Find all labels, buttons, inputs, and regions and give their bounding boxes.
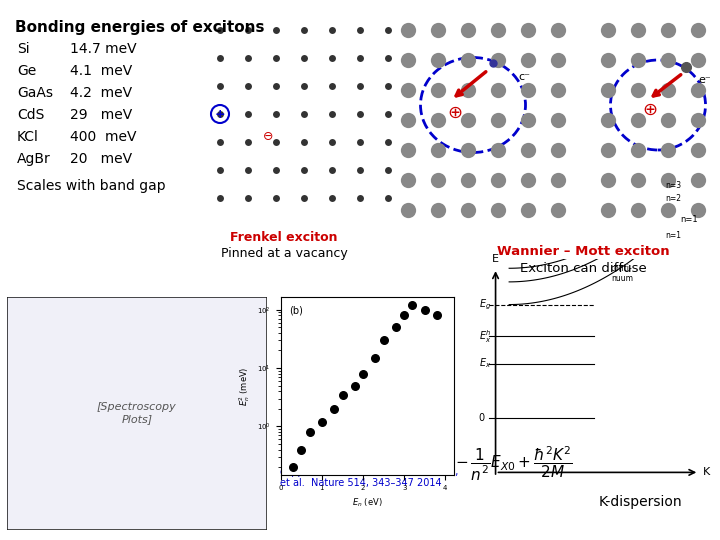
Text: Si: Si <box>17 42 30 56</box>
Point <box>390 323 402 332</box>
Text: From: From <box>280 455 307 465</box>
Text: n=1: n=1 <box>665 231 681 240</box>
Text: Wannier – Mott exciton: Wannier – Mott exciton <box>497 245 670 258</box>
Text: Pinned at a vacancy: Pinned at a vacancy <box>220 247 347 260</box>
Text: Bonding energies of excitons: Bonding energies of excitons <box>15 20 264 35</box>
Text: $E_x^h$: $E_x^h$ <box>479 328 491 345</box>
Text: K: K <box>703 468 710 477</box>
Text: ⊕: ⊕ <box>642 101 657 119</box>
Point <box>304 428 315 436</box>
Text: conti-
nuum: conti- nuum <box>611 264 633 283</box>
Text: $E = E_g - \dfrac{1}{n^2}E_{X0} + \dfrac{\hbar^2 K^2}{2M}$: $E = E_g - \dfrac{1}{n^2}E_{X0} + \dfrac… <box>407 445 573 483</box>
Text: n=1: n=1 <box>680 215 698 224</box>
Text: +: + <box>215 107 225 120</box>
Text: n=2: n=2 <box>665 194 681 204</box>
Point <box>287 463 299 471</box>
Text: $E_x$: $E_x$ <box>479 356 491 370</box>
Point <box>407 301 418 309</box>
Text: K-dispersion: K-dispersion <box>598 495 682 509</box>
Point <box>328 404 340 413</box>
Text: GaAs: GaAs <box>17 86 53 100</box>
Point <box>357 369 369 378</box>
Text: 29   meV: 29 meV <box>70 108 132 122</box>
Text: 4.2  meV: 4.2 meV <box>70 86 132 100</box>
Text: 400  meV: 400 meV <box>70 130 137 144</box>
Text: From Giant Rydberg excitons in the
copper oxide Cu₂O , T. Kazimierczuk,
et al.  : From Giant Rydberg excitons in the coppe… <box>280 455 459 488</box>
Text: Frenkel exciton: Frenkel exciton <box>230 231 338 244</box>
Text: KCl: KCl <box>17 130 39 144</box>
Point <box>349 381 361 390</box>
Point <box>316 417 328 426</box>
Point <box>419 306 431 314</box>
Text: Exciton can diffuse: Exciton can diffuse <box>520 262 647 275</box>
Point <box>296 445 307 454</box>
Point <box>369 354 381 362</box>
Point <box>337 390 348 399</box>
Text: n=3: n=3 <box>665 181 681 190</box>
Point <box>431 311 443 320</box>
Y-axis label: $E_n^2$ (meV): $E_n^2$ (meV) <box>237 366 252 406</box>
Text: ⊖: ⊖ <box>263 131 274 144</box>
Text: ⊕: ⊕ <box>447 104 462 122</box>
Point <box>378 336 390 345</box>
Text: e⁻: e⁻ <box>698 75 711 85</box>
Text: [Spectroscopy
Plots]: [Spectroscopy Plots] <box>97 402 176 424</box>
Text: CdS: CdS <box>17 108 45 122</box>
Text: 4.1  meV: 4.1 meV <box>70 64 132 78</box>
Text: 20   meV: 20 meV <box>70 152 132 166</box>
Text: E: E <box>492 254 499 264</box>
Text: Ge: Ge <box>17 64 36 78</box>
Text: Scales with band gap: Scales with band gap <box>17 179 166 193</box>
Text: $E_g$: $E_g$ <box>479 298 491 312</box>
Text: (b): (b) <box>289 306 303 316</box>
X-axis label: $E_n$ (eV): $E_n$ (eV) <box>352 496 382 509</box>
Point <box>398 311 410 320</box>
Text: 0: 0 <box>479 413 485 423</box>
Text: 14.7 meV: 14.7 meV <box>70 42 137 56</box>
Text: c⁻: c⁻ <box>518 72 530 82</box>
Text: AgBr: AgBr <box>17 152 50 166</box>
